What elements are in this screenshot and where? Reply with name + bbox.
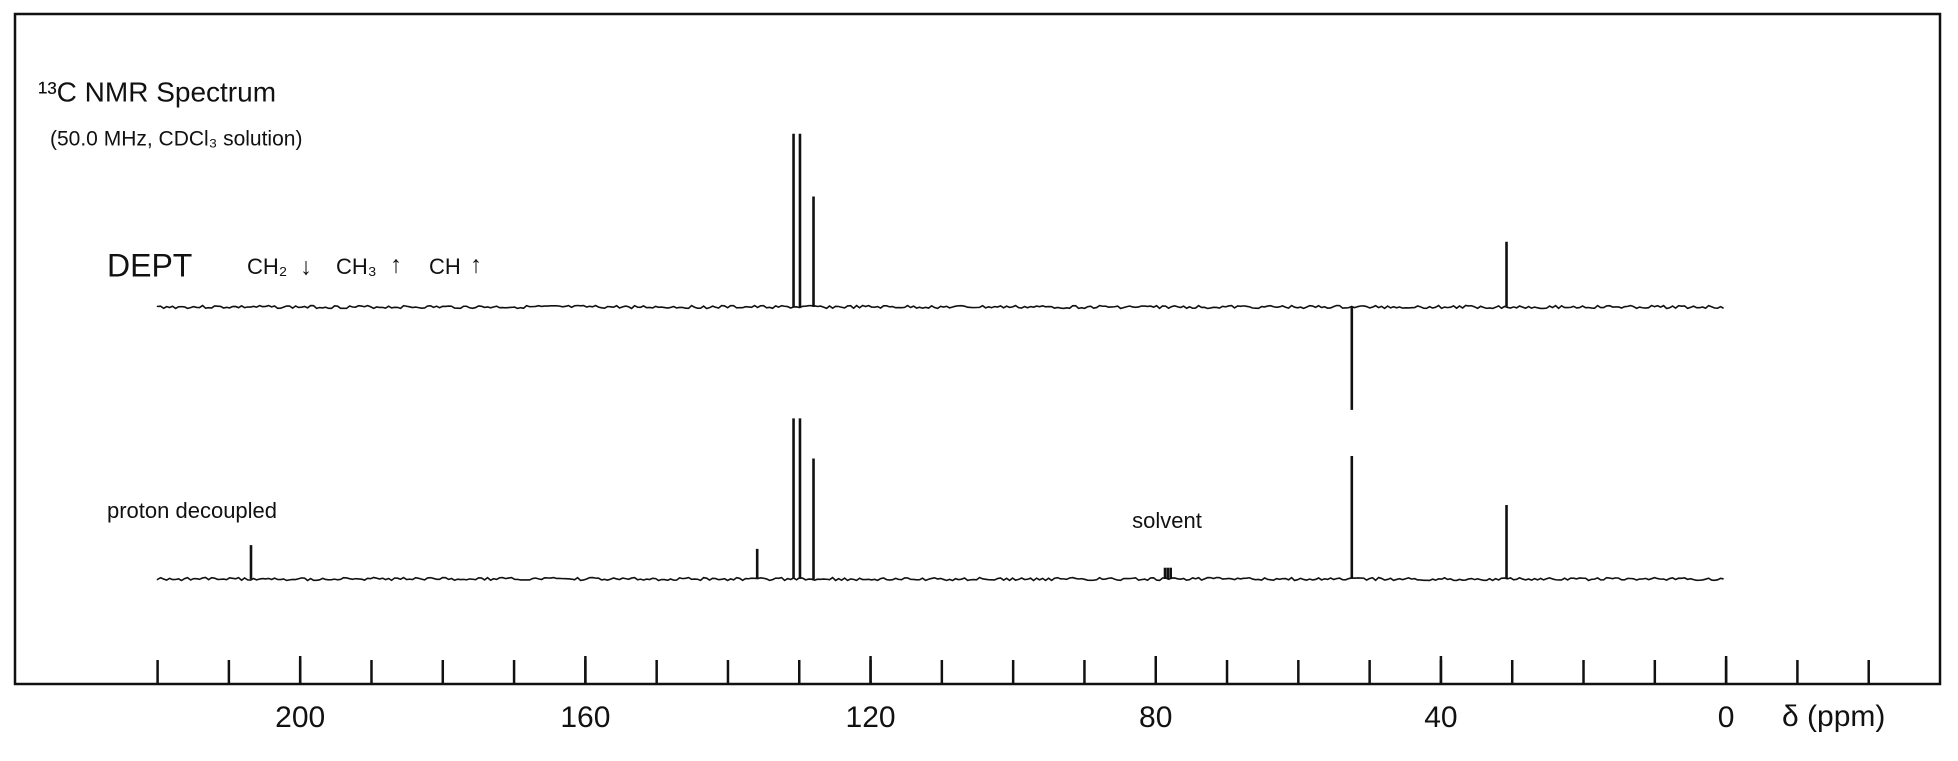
baseline (156, 576, 1724, 582)
x-tick-label: 120 (846, 701, 896, 734)
dept-legend: CH (429, 254, 461, 279)
x-axis-label: δ (ppm) (1782, 700, 1885, 733)
x-tick-label: 200 (275, 701, 325, 734)
arrow: ↑ (470, 251, 482, 278)
baseline (156, 304, 1724, 310)
dept-legend: CH₂ (247, 254, 287, 279)
chart-subtitle: (50.0 MHz, CDCl₃ solution) (50, 128, 302, 151)
dept-legend: CH₃ (336, 254, 377, 279)
frame (13, 12, 1942, 686)
chart-title: ¹³C NMR Spectrum (38, 76, 276, 107)
x-tick-label: 40 (1424, 701, 1457, 734)
series-label: DEPT (107, 247, 192, 283)
x-tick-label: 160 (560, 701, 610, 734)
annotation: solvent (1132, 508, 1202, 533)
arrow: ↓ (300, 253, 312, 280)
x-tick-label: 80 (1139, 701, 1172, 734)
arrow: ↑ (390, 251, 402, 278)
series-label: proton decoupled (107, 498, 277, 523)
x-tick-label: 0 (1718, 701, 1735, 734)
